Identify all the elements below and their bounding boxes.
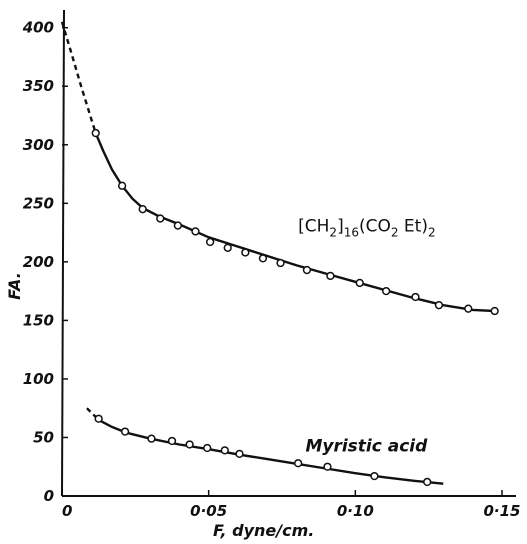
x-tick-label: 0·05 (190, 502, 227, 520)
series-1-point (323, 462, 332, 471)
series-0-point (464, 304, 473, 313)
series-0-point (156, 214, 165, 223)
series-0-point (117, 181, 127, 190)
series-1-point (94, 414, 103, 423)
series-0-point (258, 254, 268, 263)
series-1-point (120, 427, 130, 436)
x-axis-label: F, dyne/cm. (213, 521, 314, 540)
series-0-point (381, 286, 391, 296)
series-0-point (355, 278, 364, 288)
series-1-point (220, 446, 229, 455)
x-tick-label: 0·10 (337, 502, 374, 520)
series-1-point (167, 436, 177, 446)
series-0-point (223, 243, 232, 252)
axes (61, 9, 516, 497)
series-0-point (173, 221, 183, 230)
x-axis-ticks: 0 0·05 0·10 0·15 (61, 490, 521, 520)
series-0-point (326, 271, 335, 281)
series-1-point (203, 443, 212, 453)
y-tick-label: 50 (33, 428, 54, 446)
fitted-curves (60, 21, 495, 485)
series-1-point (185, 440, 194, 449)
series-0-point (241, 248, 250, 257)
y-tick-label: 0 (44, 487, 54, 505)
series-label-myristic-acid: Myristic acid (305, 437, 428, 457)
y-axis-label: FA. (5, 272, 24, 300)
series-0-point (490, 306, 499, 316)
series-1-curve (98, 418, 444, 485)
y-tick-label: 100 (23, 370, 54, 388)
series-1-point (423, 477, 432, 487)
series-0-point (302, 265, 312, 275)
x-tick-label: 0·15 (483, 502, 520, 520)
y-tick-label: 350 (23, 77, 54, 95)
y-tick-label: 300 (23, 136, 54, 154)
y-tick-label: 250 (23, 194, 54, 212)
series-0-point (434, 301, 444, 310)
series-0-point (138, 205, 147, 214)
series-0-extrapolation (60, 21, 97, 134)
series-0-point (191, 227, 200, 236)
series-0-curve (94, 132, 495, 313)
series-0-point (276, 258, 285, 268)
y-tick-label: 150 (23, 311, 54, 329)
y-axis-ticks: 0 50 100 150 200 250 300 350 400 (22, 19, 68, 505)
series-1-point (293, 459, 303, 468)
series-0-point (91, 128, 100, 138)
series-label-ch2-ester: [CH2]16(CO2 Et)2 (298, 216, 435, 239)
series-1-point (147, 434, 156, 443)
y-tick-label: 400 (22, 19, 54, 37)
x-tick-label: 0 (62, 502, 72, 520)
series-1-point (235, 449, 244, 459)
series-0-point (411, 292, 420, 302)
series-1-point (370, 471, 379, 481)
y-tick-label: 200 (23, 253, 54, 271)
series-0-point (205, 237, 215, 247)
data-points (91, 128, 499, 487)
y-axis-line (61, 9, 65, 497)
